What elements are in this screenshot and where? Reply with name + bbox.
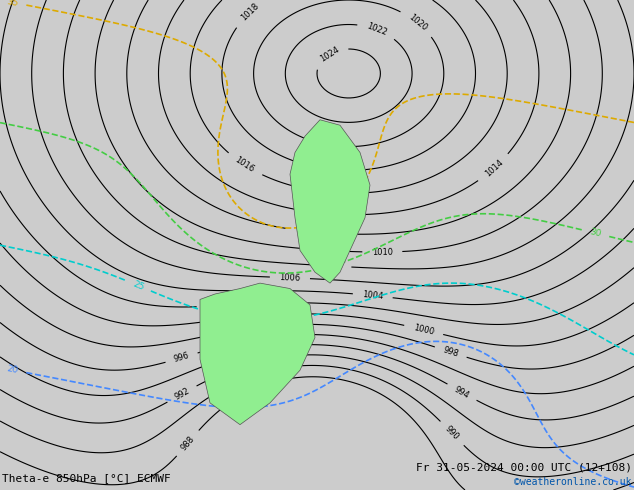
Text: 1004: 1004 [362,290,384,301]
Text: 1022: 1022 [365,22,388,38]
Text: Fr 31-05-2024 00:00 UTC (12+108): Fr 31-05-2024 00:00 UTC (12+108) [416,463,632,472]
Text: 1006: 1006 [279,273,301,283]
Text: 1000: 1000 [413,323,435,337]
Text: 1012: 1012 [295,225,317,237]
Polygon shape [290,120,370,283]
Text: 30: 30 [589,227,602,239]
Text: ©weatheronline.co.uk: ©weatheronline.co.uk [515,477,632,487]
Text: 990: 990 [443,424,461,442]
Text: 1014: 1014 [483,158,505,178]
Text: Theta-e 850hPa [°C] ECMWF: Theta-e 850hPa [°C] ECMWF [2,473,171,483]
Text: 1018: 1018 [239,2,261,23]
Text: 25: 25 [131,279,145,292]
Text: 1002: 1002 [206,301,228,311]
Text: 1016: 1016 [233,155,256,174]
Text: 1024: 1024 [318,45,340,64]
Text: 994: 994 [453,385,471,400]
Text: 20: 20 [6,365,19,375]
Text: 998: 998 [442,345,460,359]
Text: 1020: 1020 [406,13,429,33]
Text: 1010: 1010 [372,247,393,257]
Text: 996: 996 [172,351,190,364]
Text: 992: 992 [173,386,191,402]
Text: 988: 988 [179,434,197,452]
Text: 35: 35 [6,0,19,8]
Text: 1008: 1008 [321,261,342,271]
Polygon shape [200,283,315,425]
